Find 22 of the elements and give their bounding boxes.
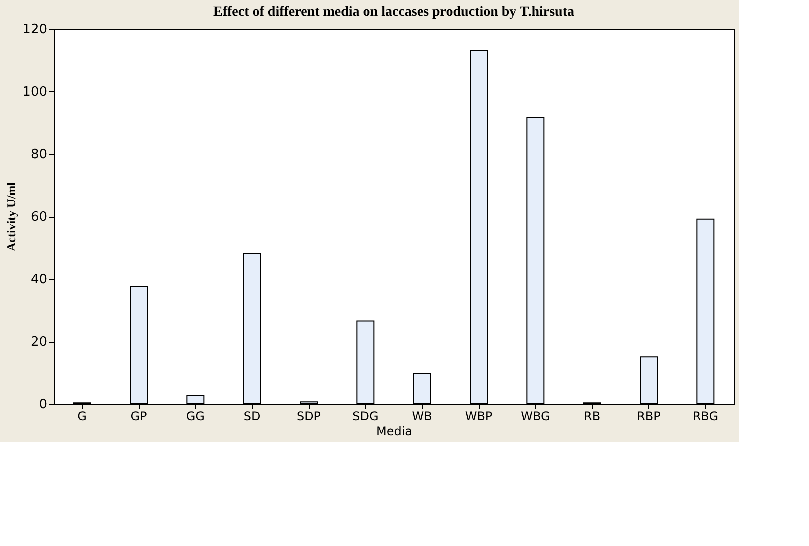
x-tick-label: SD: [244, 410, 261, 424]
y-tick-label: 120: [22, 22, 48, 38]
y-axis-title: Activity U/ml: [4, 182, 19, 252]
y-tick-label: 20: [30, 335, 48, 350]
y-tick-label: 80: [30, 148, 48, 162]
x-tick-label: G: [78, 410, 87, 424]
x-tick-label: WBP: [465, 410, 493, 424]
y-tick-label: 100: [22, 85, 48, 100]
chart-title: Effect of different media on laccases production by T.hirsuta: [213, 5, 575, 20]
x-tick-label: GG: [186, 410, 205, 424]
x-tick-label: SDP: [296, 410, 322, 424]
x-tick-label: WB: [412, 410, 432, 424]
x-tick-label: RBG: [692, 410, 719, 424]
x-tick-label: SDG: [352, 410, 379, 424]
x-tick-label: RBP: [637, 410, 661, 424]
x-tick-label: GP: [130, 410, 148, 424]
x-axis-title: Media: [376, 424, 413, 438]
y-tick-label: 40: [30, 272, 48, 288]
y-tick-label: 0: [39, 398, 48, 412]
y-tick-label: 60: [30, 210, 48, 225]
x-tick-label: RB: [584, 410, 601, 424]
x-tick-label: WBG: [521, 410, 550, 424]
